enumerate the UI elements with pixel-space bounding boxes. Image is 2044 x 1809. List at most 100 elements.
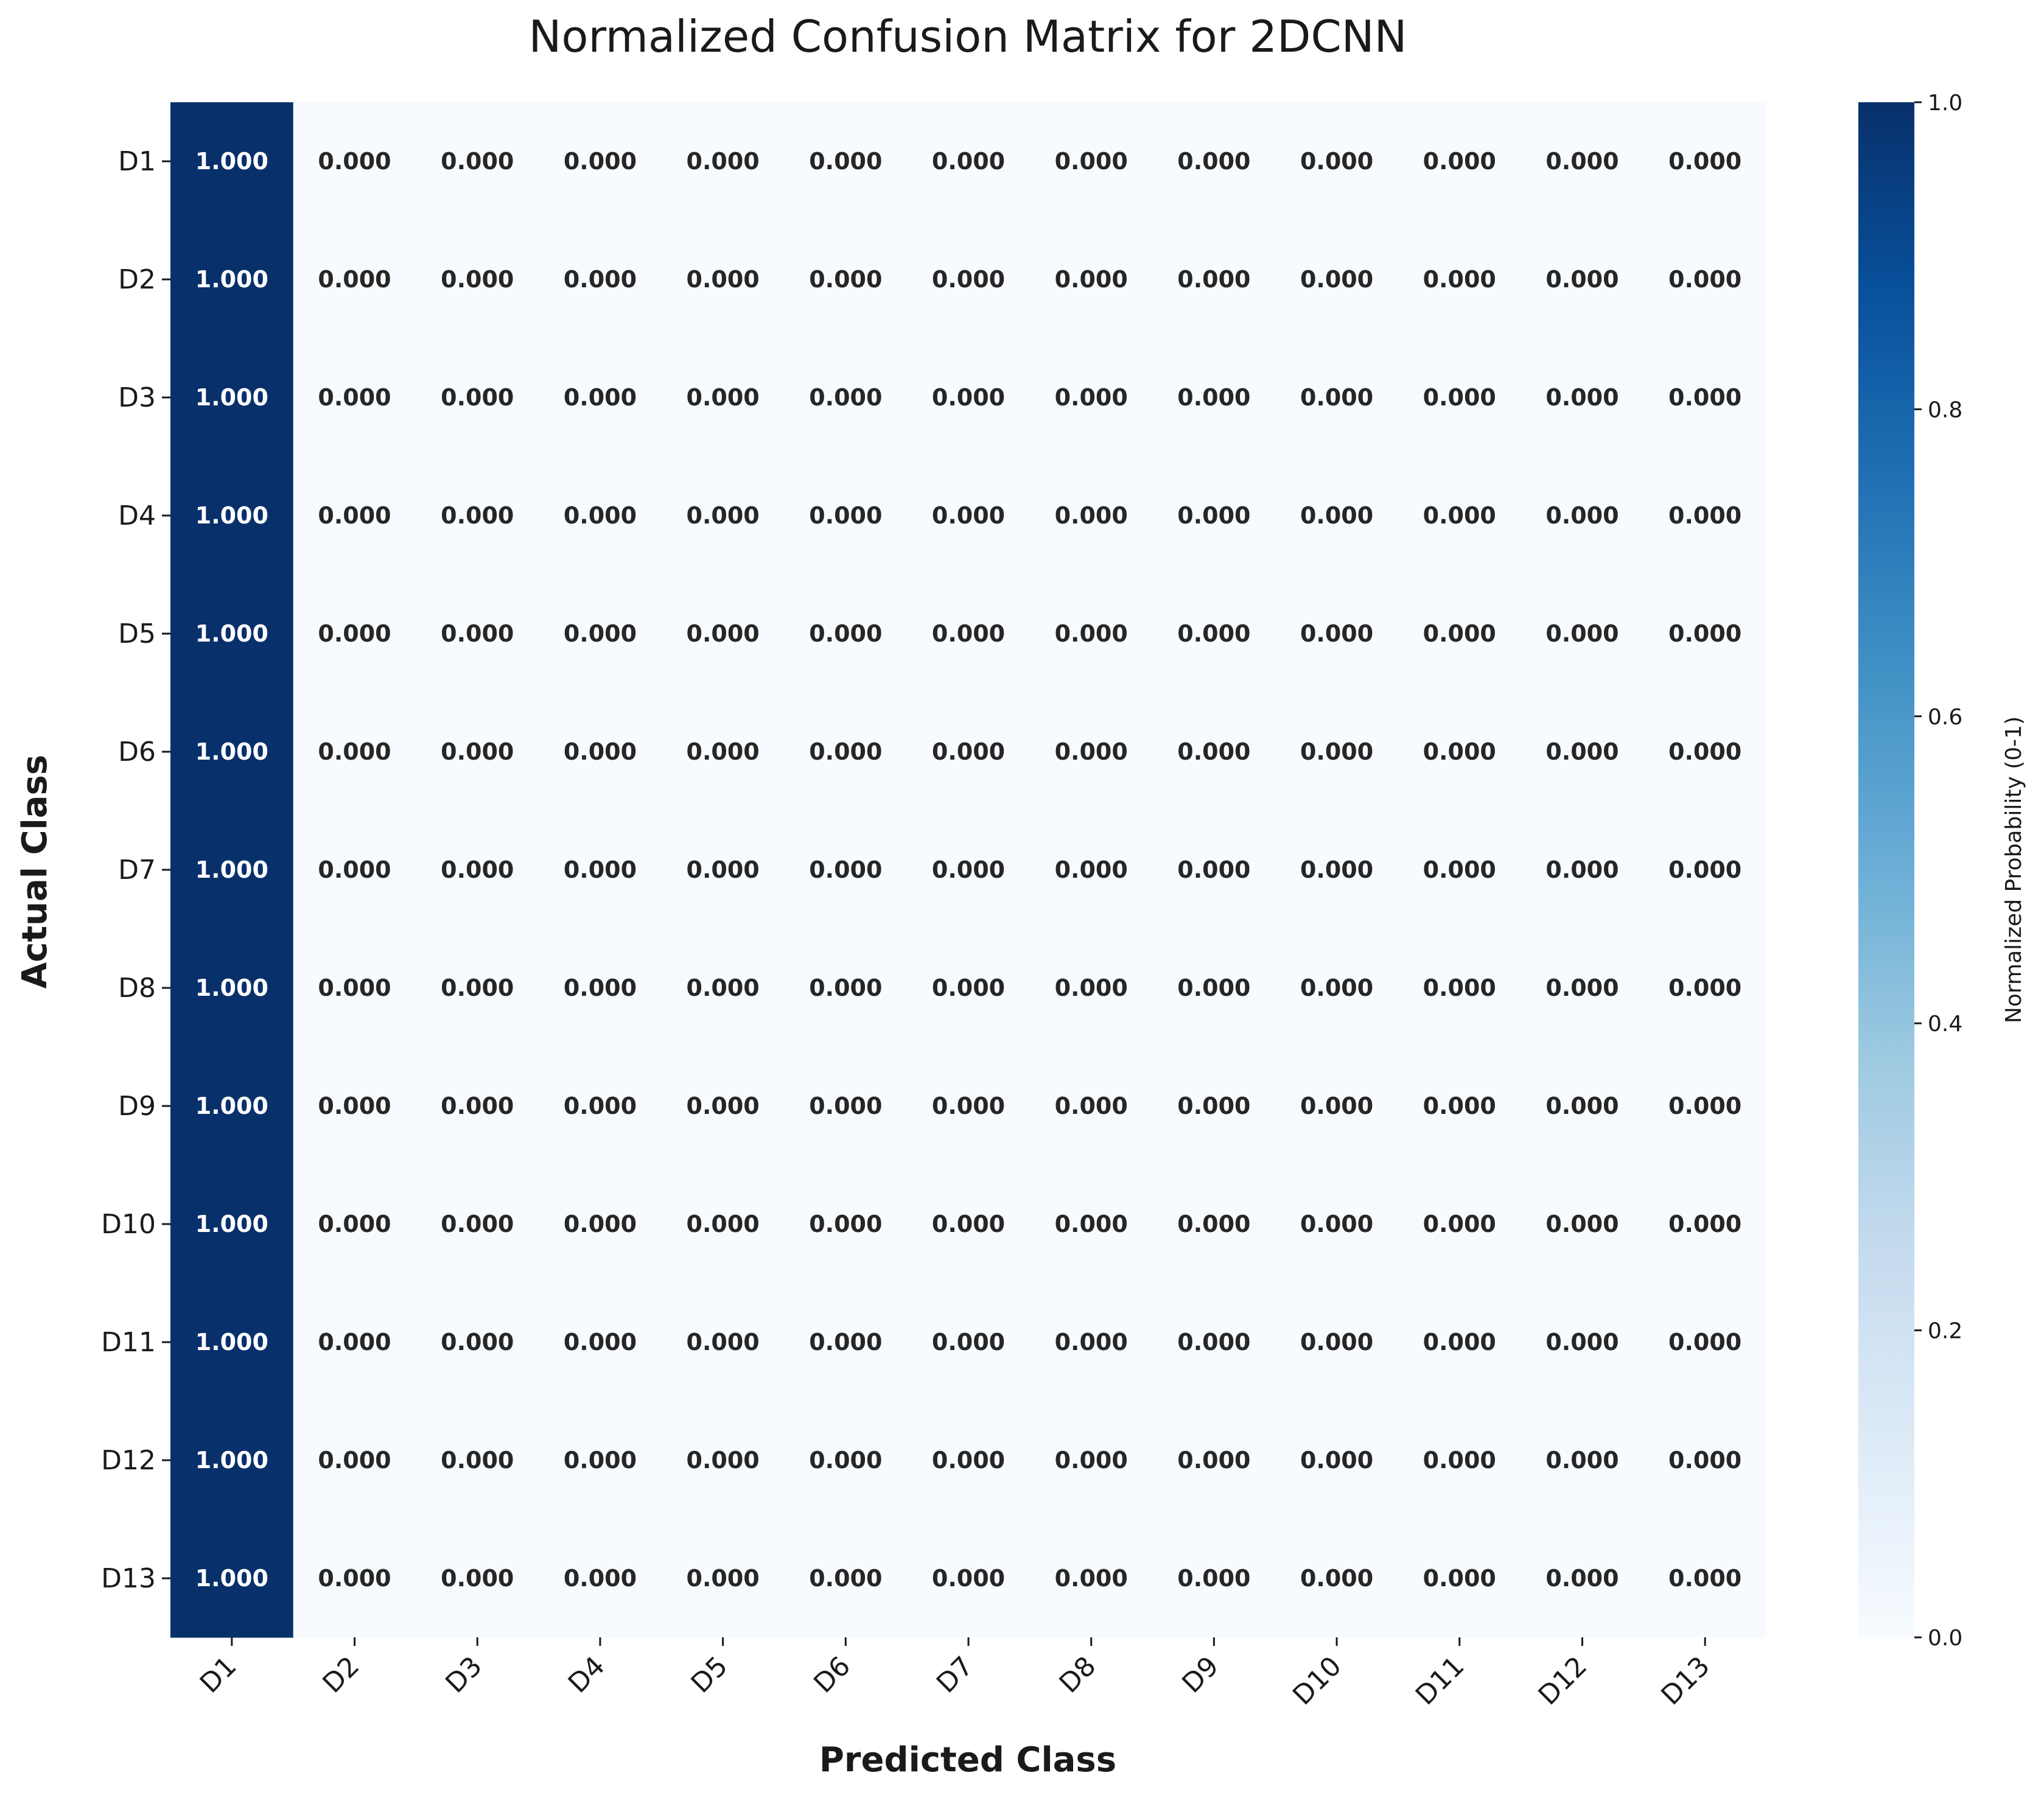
cell-value-label: 1.000	[195, 1329, 268, 1356]
heatmap-cell	[1398, 811, 1522, 929]
cell-value-label: 0.000	[1423, 1565, 1496, 1592]
cell-value-label: 0.000	[318, 974, 391, 1001]
heatmap-cell	[1398, 575, 1522, 693]
cell-value-label: 0.000	[809, 1093, 882, 1119]
cell-value-label: 0.000	[318, 738, 391, 765]
y-tick-label: D6	[118, 737, 156, 768]
cell-value-label: 0.000	[318, 856, 391, 883]
heatmap-cell	[170, 811, 294, 929]
cell-value-label: 0.000	[1423, 974, 1496, 1001]
heatmap-cell	[1275, 220, 1399, 339]
cell-value-label: 0.000	[1668, 856, 1741, 883]
cell-value-label: 0.000	[1055, 1211, 1128, 1237]
cell-value-label: 0.000	[318, 620, 391, 647]
heatmap-cell	[416, 929, 539, 1048]
cell-value-label: 0.000	[1423, 620, 1496, 647]
cell-value-label: 0.000	[1545, 738, 1619, 765]
cell-value-label: 0.000	[1055, 1329, 1128, 1356]
cell-value-label: 0.000	[687, 148, 760, 175]
heatmap-cell	[661, 929, 785, 1048]
cell-value-label: 0.000	[1300, 1093, 1373, 1119]
heatmap-cell	[1275, 1047, 1399, 1166]
cell-value-label: 0.000	[1545, 1093, 1619, 1119]
cell-value-label: 0.000	[1300, 1565, 1373, 1592]
heatmap-cell	[1152, 102, 1276, 221]
colorbar-tick-label: 0.6	[1928, 705, 1962, 730]
cell-value-label: 0.000	[441, 266, 514, 293]
heatmap-cell	[1029, 1047, 1153, 1166]
cell-value-label: 0.000	[441, 1329, 514, 1356]
cell-value-label: 0.000	[441, 502, 514, 529]
heatmap-cell	[784, 575, 908, 693]
cell-value-label: 0.000	[1177, 974, 1250, 1001]
cell-value-label: 0.000	[687, 1329, 760, 1356]
heatmap-cell	[1275, 457, 1399, 575]
colorbar-label: Normalized Probability (0-1)	[2001, 716, 2026, 1023]
cell-value-label: 0.000	[564, 856, 637, 883]
cell-value-label: 0.000	[809, 502, 882, 529]
heatmap-cell	[784, 338, 908, 457]
heatmap-cell	[1643, 102, 1767, 221]
cell-value-label: 0.000	[1055, 738, 1128, 765]
x-axis-label: Predicted Class	[819, 1740, 1116, 1780]
y-tick-label: D12	[101, 1445, 156, 1476]
cell-value-label: 0.000	[318, 384, 391, 411]
x-axis-ticks: D1 D2 D3 D4 D5 D6 D7 D8 D9 D10 D11 D12 D13	[194, 1637, 1716, 1711]
heatmap-cell	[1521, 220, 1644, 339]
cell-value-label: 0.000	[687, 974, 760, 1001]
cell-value-label: 0.000	[318, 1329, 391, 1356]
cell-value-label: 0.000	[1177, 502, 1250, 529]
heatmap-cell	[784, 693, 908, 811]
cell-value-label: 0.000	[932, 1565, 1005, 1592]
x-tick-label: D1	[194, 1651, 243, 1699]
cell-value-label: 0.000	[1300, 1211, 1373, 1237]
heatmap-cell	[1152, 811, 1276, 929]
cell-value-label: 0.000	[441, 738, 514, 765]
heatmap-cell	[170, 102, 294, 221]
heatmap-cell	[416, 1165, 539, 1284]
heatmap-cell	[907, 1283, 1031, 1402]
heatmap-cell	[661, 1519, 785, 1638]
heatmap-cell	[416, 220, 539, 339]
cell-value-label: 0.000	[932, 974, 1005, 1001]
heatmap-cell	[907, 1165, 1031, 1284]
cell-value-label: 0.000	[932, 1093, 1005, 1119]
heatmap-cell	[907, 811, 1031, 929]
heatmap-cell	[1029, 575, 1153, 693]
cell-value-label: 0.000	[1423, 856, 1496, 883]
heatmap-cell	[1029, 338, 1153, 457]
heatmap-cell	[1029, 457, 1153, 575]
cell-value-label: 0.000	[932, 266, 1005, 293]
cell-value-label: 0.000	[1055, 266, 1128, 293]
cell-value-label: 0.000	[1423, 1093, 1496, 1119]
cell-value-label: 0.000	[1545, 1447, 1619, 1474]
colorbar: 0.0 0.2 0.4 0.6 0.8 1.0 Normalized Probabilit…	[1858, 91, 2026, 1651]
heatmap-cell	[1398, 929, 1522, 1048]
heatmap-cell	[907, 457, 1031, 575]
heatmap-cell	[907, 1047, 1031, 1166]
x-tick-label: D7	[931, 1651, 979, 1699]
cell-value-label: 0.000	[1423, 1329, 1496, 1356]
cell-value-label: 0.000	[809, 1211, 882, 1237]
heatmap-cell	[1275, 929, 1399, 1048]
heatmap-cell	[1521, 811, 1644, 929]
x-tick-label: D13	[1655, 1651, 1716, 1712]
colorbar-gradient	[1858, 102, 1914, 1637]
heatmap-cell	[1152, 575, 1276, 693]
cell-value-label: 0.000	[441, 384, 514, 411]
cell-value-label: 0.000	[564, 148, 637, 175]
heatmap-cell	[416, 457, 539, 575]
cell-value-label: 0.000	[564, 1447, 637, 1474]
heatmap-cell	[1398, 1519, 1522, 1638]
cell-value-label: 0.000	[1055, 1093, 1128, 1119]
heatmap-cell	[784, 1165, 908, 1284]
cell-value-label: 1.000	[195, 1093, 268, 1119]
cell-value-label: 0.000	[1668, 974, 1741, 1001]
heatmap-cell	[661, 1401, 785, 1520]
heatmap-cell	[1643, 338, 1767, 457]
heatmap-cell	[293, 1519, 416, 1638]
heatmap-cell	[293, 811, 416, 929]
heatmap-cell	[1398, 338, 1522, 457]
heatmap-cell	[293, 457, 416, 575]
